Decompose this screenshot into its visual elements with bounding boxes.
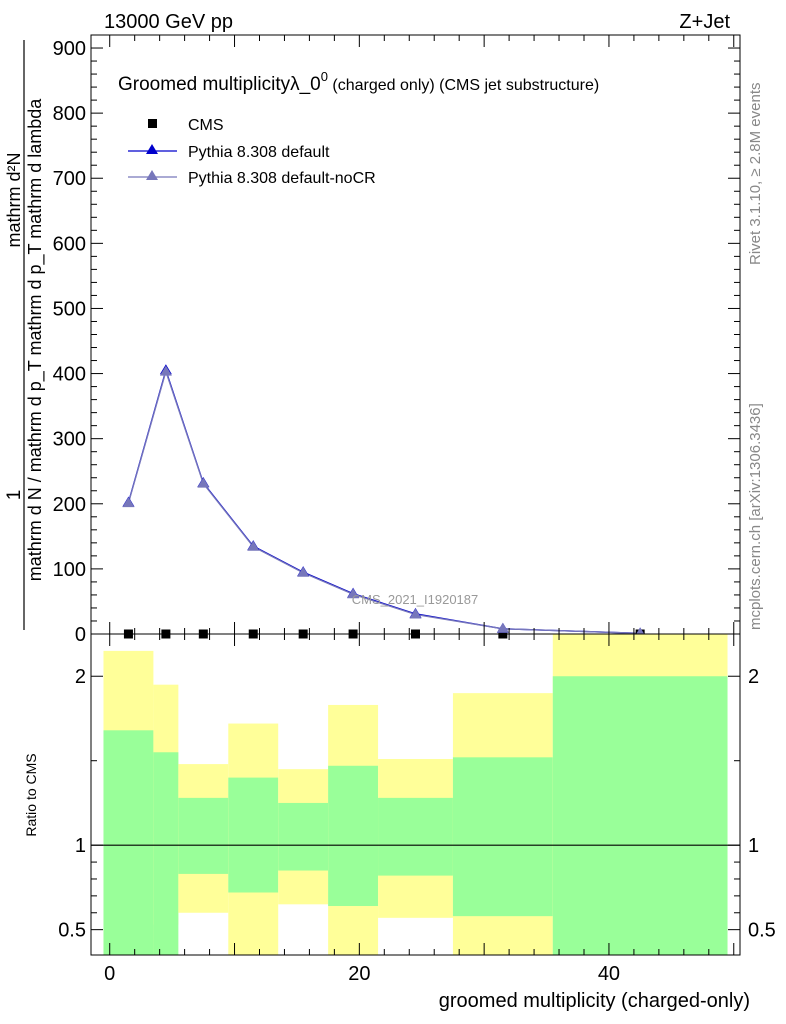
main-ytick-label: 700 <box>53 168 86 190</box>
main-ytick-label: 600 <box>53 233 86 255</box>
ratio-band-inner <box>228 777 279 893</box>
ratio-band-inner <box>552 676 728 955</box>
main-ytick-label: 200 <box>53 494 86 516</box>
legend-pythia-nocr-label: Pythia 8.308 default-noCR <box>188 170 376 187</box>
main-ytick-label: 900 <box>53 38 86 60</box>
pythia-nocr-data-point <box>297 566 310 577</box>
watermark: CMS_2021_I1920187 <box>352 592 479 607</box>
legend-pythia-nocr-marker <box>146 170 158 180</box>
main-ytick-label: 800 <box>53 103 86 125</box>
ratio-band-inner <box>452 757 553 917</box>
main-ytick-label: 300 <box>53 429 86 451</box>
ratio-band-inner <box>178 797 229 874</box>
legend-pythia-default-label: Pythia 8.308 default <box>188 144 330 161</box>
ratio-ytick-label: 2 <box>75 666 86 688</box>
mcplots-label: mcplots.cern.ch [arXiv:1306.3436] <box>747 403 764 630</box>
plot-title-main: Groomed multiplicityλ_0 <box>118 74 321 95</box>
legend: CMS Pythia 8.308 default Pythia 8.308 de… <box>128 117 376 187</box>
ratio-xtick-label: 20 <box>348 963 370 985</box>
main-ylabel: 1 mathrm d N / mathrm d p_T mathrm d p_T… <box>4 40 46 630</box>
ratio-band-inner <box>278 802 329 871</box>
ratio-ylabel: Ratio to CMS <box>23 753 39 836</box>
main-ylabel-top: mathrm d²N <box>4 152 24 247</box>
ratio-ytick-label-right: 2 <box>748 666 759 688</box>
pythia-nocr-data-point <box>247 540 260 551</box>
ratio-xlabel: groomed multiplicity (charged-only) <box>439 990 750 1012</box>
main-ytick-label: 500 <box>53 298 86 320</box>
ratio-xtick-label: 0 <box>104 963 115 985</box>
rivet-label: Rivet 3.1.10, ≥ 2.8M events <box>747 83 764 266</box>
main-ytick-label: 100 <box>53 559 86 581</box>
ratio-ytick-label: 1 <box>75 835 86 857</box>
legend-cms-label: CMS <box>188 117 224 134</box>
plot-title-rest: (charged only) (CMS jet substructure) <box>328 77 599 94</box>
pythia-nocr-data-point <box>122 497 135 508</box>
plot-title: Groomed multiplicityλ_00 (charged only) … <box>118 69 599 95</box>
ratio-band-inner <box>328 765 379 907</box>
legend-pythia-default-marker <box>146 144 158 154</box>
main-ylabel-numerator: 1 <box>4 490 25 501</box>
ratio-ytick-label-right: 1 <box>748 835 759 857</box>
ratio-ytick-label-right: 0.5 <box>748 920 776 942</box>
energy-label: 13000 GeV pp <box>104 11 233 33</box>
pythia-nocr-data-point <box>197 477 210 488</box>
ratio-ytick-label: 0.5 <box>58 920 86 942</box>
pythia-nocr-data-point <box>409 608 422 619</box>
main-ytick-label: 400 <box>53 364 86 386</box>
ratio-plot-frame <box>90 633 741 956</box>
pythia-nocr-data-point <box>347 588 360 599</box>
pythia-nocr-data-point <box>496 622 509 633</box>
main-ylabel-denominator: mathrm d N / mathrm d p_T mathrm d p_T m… <box>25 98 46 581</box>
process-label: Z+Jet <box>679 11 730 33</box>
ratio-band-inner <box>153 752 179 955</box>
ratio-band-inner <box>378 797 453 876</box>
main-ytick-label: 0 <box>75 624 86 646</box>
ratio-plot: 0.5 0.5 1 1 2 2 0 20 40 Ratio to CMS groomed mu… <box>23 633 776 1012</box>
main-plot: 0 100 200 300 400 500 600 700 800 900 Groomed mul… <box>4 34 741 646</box>
plot-title-superscript: 0 <box>321 69 328 84</box>
legend-cms-marker <box>148 119 157 128</box>
pythia-nocr-data-point <box>159 365 172 376</box>
ratio-band-inner <box>103 730 154 955</box>
ratio-xtick-label: 40 <box>598 963 620 985</box>
